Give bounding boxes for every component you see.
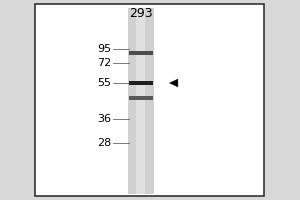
Bar	[128, 8, 154, 194]
Text: 95: 95	[97, 44, 111, 54]
FancyBboxPatch shape	[34, 4, 264, 196]
Bar	[129, 51, 153, 55]
Bar	[129, 81, 153, 85]
Text: 36: 36	[97, 114, 111, 124]
Text: 28: 28	[97, 138, 111, 148]
Bar	[129, 96, 153, 100]
Text: 55: 55	[97, 78, 111, 88]
Polygon shape	[169, 79, 178, 87]
Text: 72: 72	[97, 58, 111, 68]
Text: 293: 293	[129, 7, 153, 20]
Bar	[136, 8, 145, 194]
